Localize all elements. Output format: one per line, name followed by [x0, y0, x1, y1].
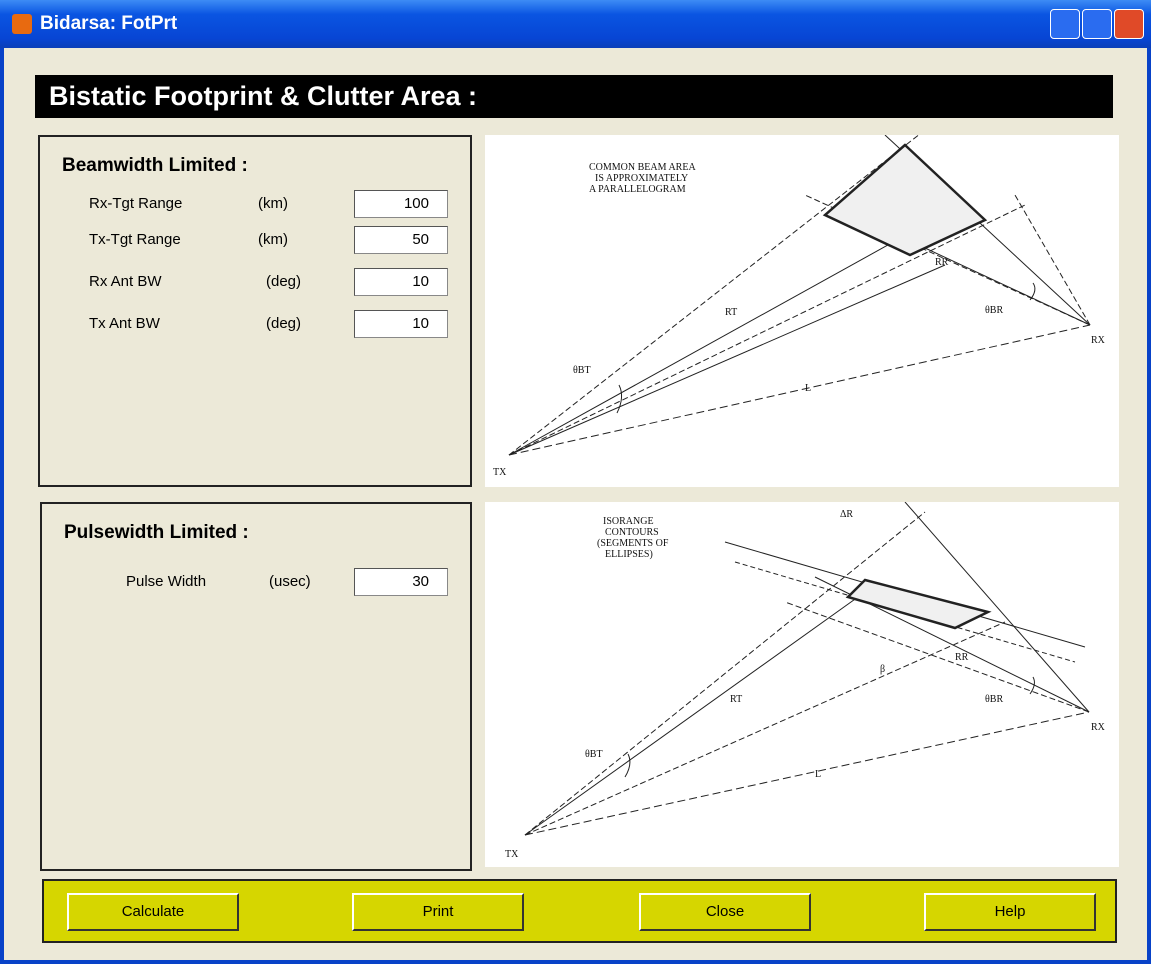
button[interactable]: Print	[352, 893, 524, 931]
close-window-button[interactable]	[1114, 9, 1144, 39]
button[interactable]: Help	[924, 893, 1096, 931]
note: (SEGMENTS OF	[597, 538, 669, 549]
field-label: Tx Ant BW	[89, 315, 160, 332]
field-unit: (usec)	[269, 573, 311, 590]
tx-label: TX	[493, 467, 507, 478]
field-label: Rx Ant BW	[89, 273, 162, 290]
text-input[interactable]: 100	[354, 190, 448, 218]
header: Bistatic Footprint & Clutter Area :	[35, 75, 1113, 118]
pulsewidth-panel: Pulsewidth Limited :	[40, 502, 472, 871]
delta-label: ΔR	[840, 509, 853, 520]
note: COMMON BEAM AREA	[589, 162, 696, 173]
diagram-svg: COMMON BEAM AREA IS APPROXIMATELY A PARA…	[493, 129, 1106, 478]
theta-r-label: θBR	[985, 694, 1003, 705]
theta-t-label: θBT	[573, 365, 591, 376]
button[interactable]: Calculate	[67, 893, 239, 931]
note: ELLIPSES)	[605, 549, 653, 560]
rt-label: RT	[725, 307, 737, 318]
diagram-svg: ISORANGE CONTOURS (SEGMENTS OF ELLIPSES)…	[505, 501, 1106, 860]
text-input[interactable]: 50	[354, 226, 448, 254]
rr-label: RR	[955, 652, 969, 663]
beta-label: β	[880, 664, 885, 675]
pulse-diagram: ISORANGE CONTOURS (SEGMENTS OF ELLIPSES)…	[485, 501, 1119, 867]
field-label: Tx-Tgt Range	[89, 231, 181, 248]
note: IS APPROXIMATELY	[595, 173, 688, 184]
text-input[interactable]: 30	[354, 568, 448, 596]
field-unit: (deg)	[266, 315, 302, 332]
panel-title: Beamwidth Limited :	[62, 155, 248, 176]
button-bar: Calculate Print Close Help	[42, 879, 1117, 943]
field-unit: (km)	[258, 195, 288, 212]
text-input[interactable]: 10	[354, 268, 448, 296]
baseline-label: L	[815, 769, 821, 780]
field-unit: (km)	[258, 231, 288, 248]
title-bar: Bidarsa: FotPrt	[0, 0, 1151, 48]
rx-label: RX	[1091, 335, 1106, 346]
app-icon	[12, 14, 32, 34]
tx-label: TX	[505, 849, 519, 860]
rr-label: RR	[935, 257, 949, 268]
field-label: Rx-Tgt Range	[89, 195, 183, 212]
window-title: Bidarsa: FotPrt	[40, 13, 178, 34]
theta-t-label: θBT	[585, 749, 603, 760]
minimize-button[interactable]	[1050, 9, 1080, 39]
theta-r-label: θBR	[985, 305, 1003, 316]
note: CONTOURS	[605, 527, 659, 538]
panel-title: Pulsewidth Limited :	[64, 522, 249, 543]
maximize-button[interactable]	[1082, 9, 1112, 39]
beam-diagram: COMMON BEAM AREA IS APPROXIMATELY A PARA…	[485, 129, 1119, 487]
button[interactable]: Close	[639, 893, 811, 931]
beamwidth-panel: Beamwidth Limited :	[38, 135, 472, 487]
rt-label: RT	[730, 694, 742, 705]
field-label: Pulse Width	[126, 573, 207, 590]
rx-label: RX	[1091, 722, 1106, 733]
baseline-label: L	[805, 383, 811, 394]
note: A PARALLELOGRAM	[589, 184, 686, 195]
field-unit: (deg)	[266, 273, 302, 290]
note: ISORANGE	[603, 516, 654, 527]
text-input[interactable]: 10	[354, 310, 448, 338]
